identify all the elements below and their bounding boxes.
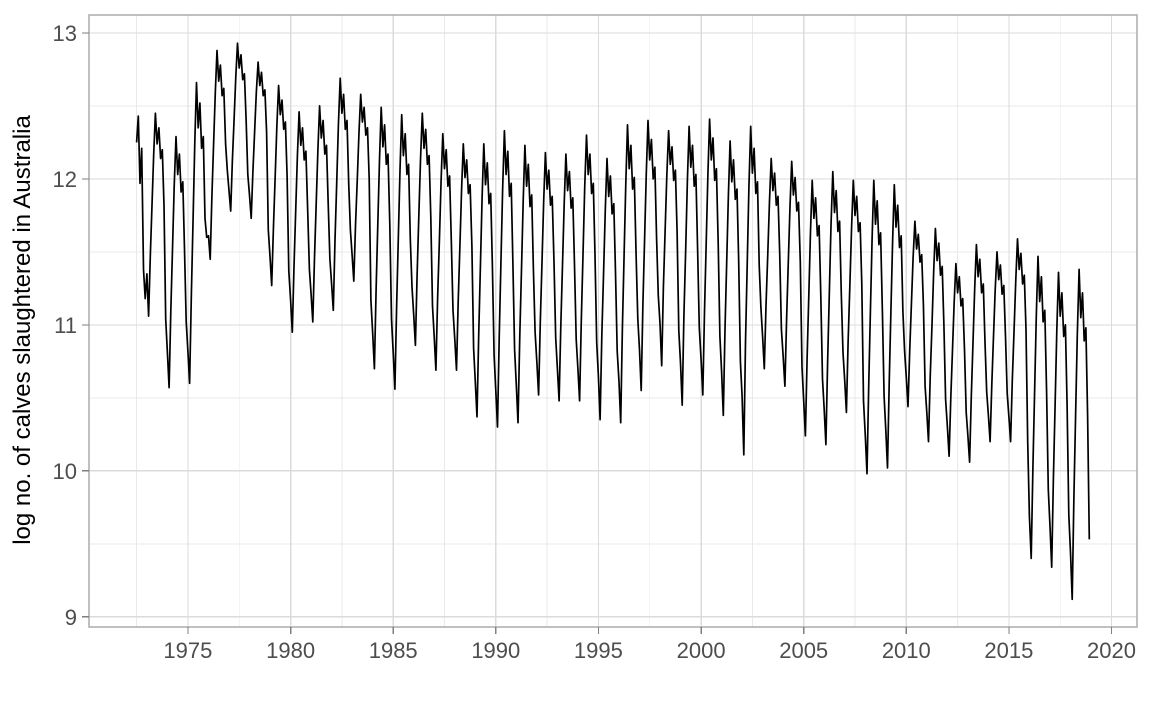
y-axis-tick-labels: 9 10 11 12 13: [53, 21, 77, 630]
y-axis-tick-label: 9: [65, 605, 77, 630]
data-line: [135, 42, 1091, 601]
x-axis-tick-labels: 1975 1980 1985 1990 1995 2000 2005 2010 2015 2020: [163, 638, 1136, 663]
y-axis-tick-label: 10: [53, 459, 77, 484]
x-axis-tick-label: 2005: [779, 638, 828, 663]
axis-ticks: [82, 32, 1113, 634]
minor-gridlines: [89, 15, 1137, 627]
panel-border: [88, 14, 1138, 628]
x-axis-tick-label: 1975: [163, 638, 212, 663]
x-axis-tick-label: 2010: [882, 638, 931, 663]
y-axis-tick-label: 12: [53, 167, 77, 192]
x-axis-tick-label: 2000: [677, 638, 726, 663]
y-axis-tick-label: 11: [54, 313, 77, 338]
data-series-layer: [135, 42, 1091, 601]
x-axis-tick-label: 2015: [984, 638, 1033, 663]
x-axis-tick-label: 1980: [266, 638, 315, 663]
y-axis-title: log no. of calves slaughtered in Austral…: [9, 115, 36, 545]
major-gridlines: [89, 15, 1137, 627]
x-axis-tick-label: 1990: [471, 638, 520, 663]
x-axis-tick-label: 2020: [1087, 638, 1136, 663]
x-axis-tick-label: 1985: [369, 638, 418, 663]
y-axis-tick-label: 13: [53, 21, 77, 46]
x-axis-tick-label: 1995: [574, 638, 623, 663]
